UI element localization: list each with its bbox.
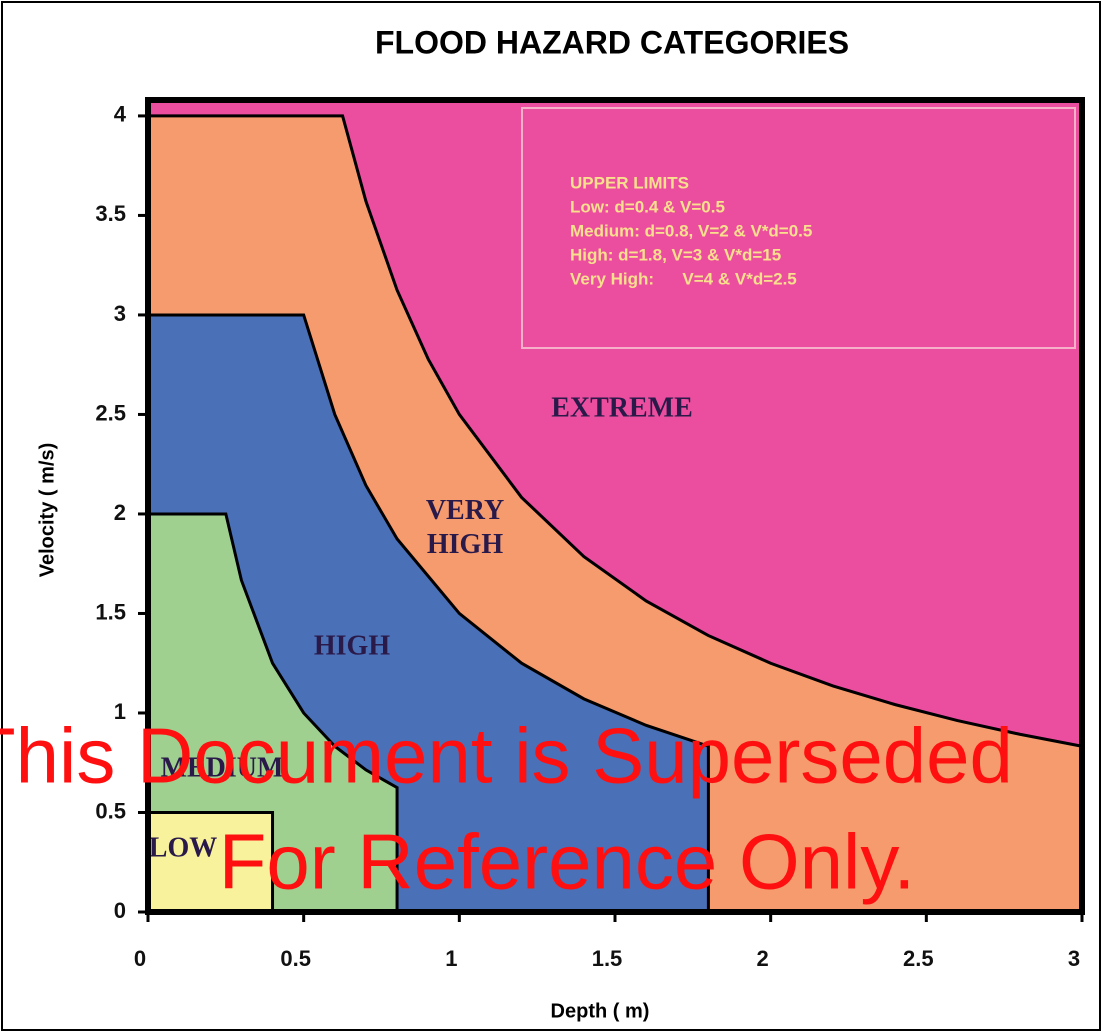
region-label: VERY HIGH [425,495,505,560]
note: High: d=1.8, V=3 & V*d=15 [570,245,781,264]
y-tick-label: 3 [114,301,126,326]
x-tick-label: 0 [134,946,146,971]
note: Medium: d=0.8, V=2 & V*d=0.5 [570,221,812,240]
region-label: MEDIUM [161,752,284,783]
watermark: For Reference Only. [219,818,915,906]
region-label: HIGH [314,630,390,661]
y-tick-label: 0 [114,898,126,923]
region-label: LOW [149,832,217,863]
y-axis-title: Velocity ( m/s) [36,443,58,578]
note: Very High: V=4 & V*d=2.5 [570,269,797,288]
y-tick-label: 2 [114,500,126,525]
y-tick-label: 4 [114,102,127,127]
x-tick-label: 1.5 [592,946,623,971]
watermark: This Document is Superseded [0,712,1013,800]
x-axis-title: Depth ( m) [551,1000,650,1022]
note: UPPER LIMITS [570,173,689,192]
x-tick-label: 2 [757,946,769,971]
note: Low: d=0.4 & V=0.5 [570,197,725,216]
y-tick-label: 1 [114,699,126,724]
y-tick-label: 2.5 [95,400,126,425]
x-tick-label: 0.5 [280,946,311,971]
x-tick-label: 3 [1068,946,1080,971]
x-tick-label: 2.5 [903,946,934,971]
y-tick-label: 3.5 [95,201,126,226]
x-tick-label: 1 [445,946,457,971]
y-tick-label: 1.5 [95,599,126,624]
y-tick-label: 0.5 [95,798,126,823]
notes-box [521,107,1076,349]
region-label-box: VERY HIGH [425,495,505,560]
chart-title: FLOOD HAZARD CATEGORIES [375,24,849,60]
region-label: EXTREME [551,392,693,423]
